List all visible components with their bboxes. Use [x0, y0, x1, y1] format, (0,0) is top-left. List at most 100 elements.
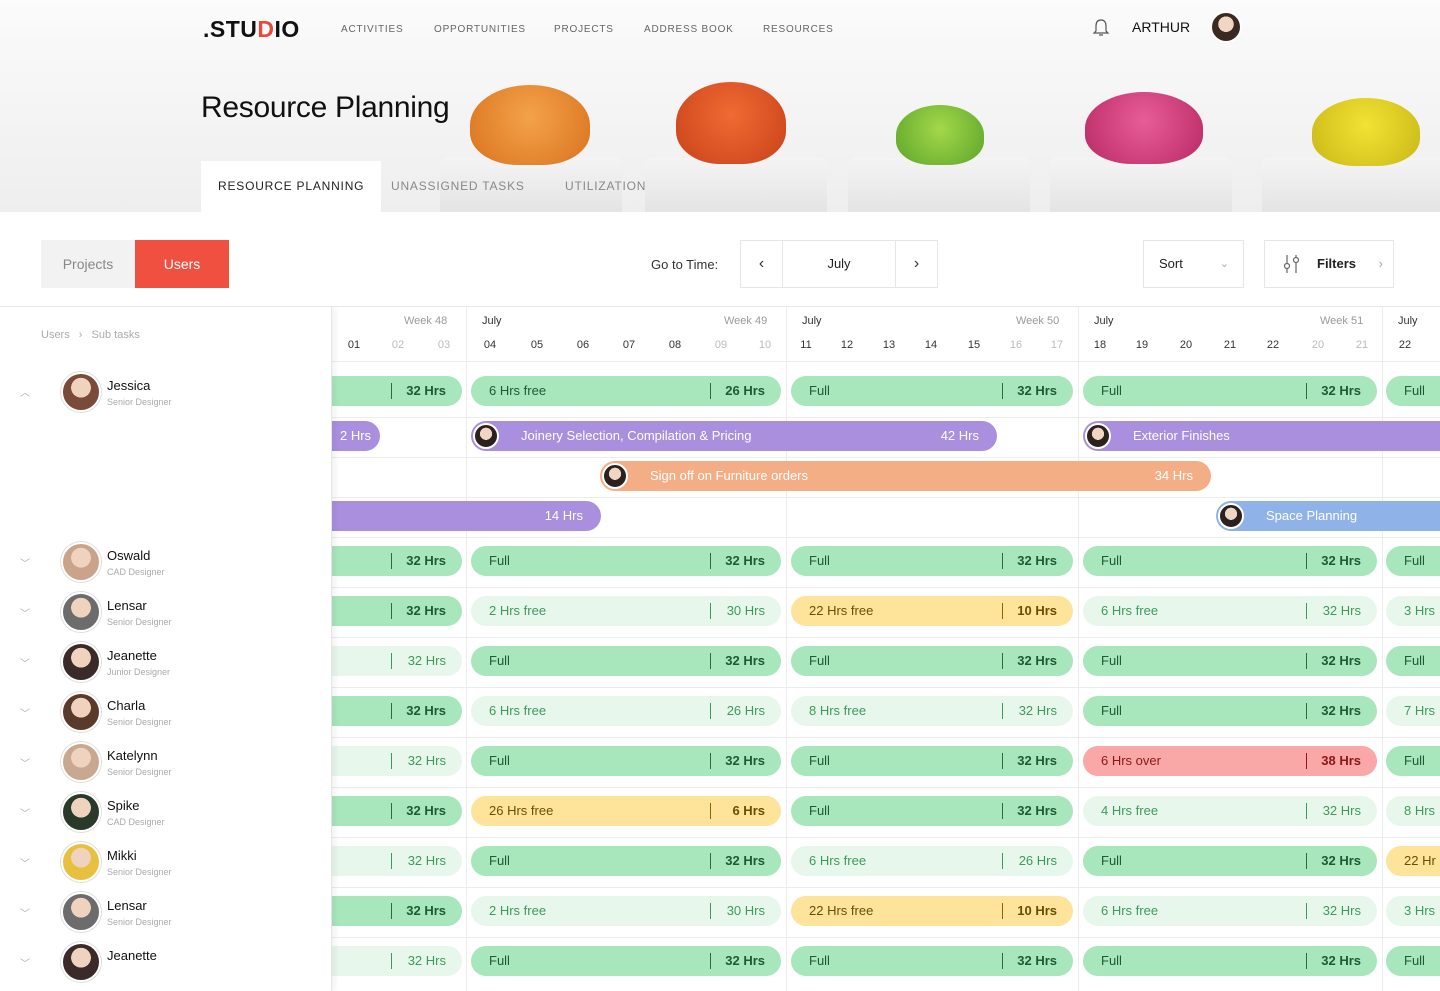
user-row[interactable]: ︿ Jessica Senior Designer — [0, 362, 332, 537]
current-month[interactable]: July — [827, 256, 851, 271]
chevron-up-icon[interactable]: ︿ — [20, 388, 30, 399]
day-label[interactable]: 22 — [1266, 339, 1280, 351]
next-month-button[interactable]: › — [895, 241, 937, 287]
user-row[interactable]: ﹀ Lensar Senior Designer — [0, 587, 332, 637]
chevron-down-icon[interactable]: ﹀ — [20, 909, 30, 920]
capacity-bar[interactable]: 22 Hrs free 10 Hrs — [791, 596, 1073, 626]
user-row[interactable]: ﹀ Katelynn Senior Designer — [0, 737, 332, 787]
capacity-bar[interactable]: 3 Hrs — [1386, 896, 1440, 926]
user-row[interactable]: ﹀ Mikki Senior Designer — [0, 837, 332, 887]
user-name[interactable]: Mikki — [107, 848, 137, 863]
capacity-bar[interactable]: Full 32 Hrs — [1083, 376, 1377, 406]
capacity-bar[interactable]: 6 Hrs free 32 Hrs — [1083, 896, 1377, 926]
capacity-bar[interactable]: Full 32 Hrs — [791, 376, 1073, 406]
capacity-bar[interactable]: 6 Hrs free 26 Hrs — [471, 696, 781, 726]
toggle-users[interactable]: Users — [135, 240, 229, 288]
subtask-bar[interactable]: Exterior Finishes — [1083, 421, 1440, 451]
user-name[interactable]: Oswald — [107, 548, 151, 563]
day-label[interactable]: 04 — [483, 339, 497, 351]
breadcrumb-users[interactable]: Users — [41, 329, 70, 341]
user-row[interactable]: ﹀ Charla Senior Designer — [0, 687, 332, 737]
subtask-bar[interactable]: Joinery Selection, Compilation & Pricing… — [471, 421, 997, 451]
day-label[interactable]: 15 — [967, 339, 981, 351]
chevron-down-icon[interactable]: ﹀ — [20, 859, 30, 870]
nav-address-book[interactable]: ADDRESS BOOK — [644, 24, 734, 35]
chevron-down-icon[interactable]: ﹀ — [20, 609, 30, 620]
capacity-bar[interactable]: 4 Hrs free 32 Hrs — [1083, 796, 1377, 826]
day-label[interactable]: 14 — [924, 339, 938, 351]
user-name[interactable]: Jeanette — [107, 948, 157, 963]
capacity-bar[interactable]: Full 32 Hrs — [471, 846, 781, 876]
day-label[interactable]: 12 — [840, 339, 854, 351]
capacity-bar[interactable]: 8 Hrs — [1386, 796, 1440, 826]
tab-resource-planning[interactable]: RESOURCE PLANNING — [201, 161, 382, 212]
user-name[interactable]: Jessica — [107, 378, 151, 393]
tab-utilization[interactable]: UTILIZATION — [565, 179, 647, 193]
capacity-bar[interactable]: Full 32 Hrs — [1083, 696, 1377, 726]
capacity-bar[interactable]: Full — [1386, 646, 1440, 676]
toggle-projects[interactable]: Projects — [41, 240, 135, 288]
capacity-bar[interactable]: 8 Hrs free 32 Hrs — [791, 696, 1073, 726]
day-label[interactable]: 05 — [530, 339, 544, 351]
capacity-bar[interactable]: Full 32 Hrs — [1083, 546, 1377, 576]
capacity-bar[interactable]: 22 Hr — [1386, 846, 1440, 876]
user-name[interactable]: Charla — [107, 698, 146, 713]
capacity-bar[interactable]: Full 32 Hrs — [471, 546, 781, 576]
user-name[interactable]: Lensar — [107, 598, 147, 613]
user-row[interactable]: ﹀ Oswald CAD Designer — [0, 537, 332, 587]
user-row[interactable]: ﹀ Jeanette — [0, 937, 332, 991]
capacity-bar[interactable]: Full 32 Hrs — [471, 946, 781, 976]
subtask-bar[interactable]: 14 Hrs — [300, 501, 601, 531]
capacity-bar[interactable]: 6 Hrs over 38 Hrs — [1083, 746, 1377, 776]
user-name[interactable]: Spike — [107, 798, 140, 813]
capacity-bar[interactable]: 3 Hrs — [1386, 596, 1440, 626]
day-label[interactable]: 07 — [622, 339, 636, 351]
capacity-bar[interactable]: Full 32 Hrs — [1083, 646, 1377, 676]
capacity-bar[interactable]: 7 Hrs — [1386, 696, 1440, 726]
day-label[interactable]: 09 — [714, 339, 728, 351]
subtask-bar[interactable]: Space Planning — [1216, 501, 1440, 531]
day-label[interactable]: 03 — [437, 339, 451, 351]
day-label[interactable]: 10 — [758, 339, 772, 351]
day-label[interactable]: 02 — [391, 339, 405, 351]
capacity-bar[interactable]: 6 Hrs free 32 Hrs — [1083, 596, 1377, 626]
capacity-bar[interactable]: Full 32 Hrs — [1083, 946, 1377, 976]
nav-resources[interactable]: RESOURCES — [763, 24, 834, 35]
day-label[interactable]: 01 — [347, 339, 361, 351]
capacity-bar[interactable]: Full 32 Hrs — [791, 946, 1073, 976]
capacity-bar[interactable]: 6 Hrs free 26 Hrs — [791, 846, 1073, 876]
capacity-bar[interactable]: 2 Hrs free 30 Hrs — [471, 596, 781, 626]
filters-button[interactable]: Filters › — [1264, 240, 1394, 288]
chevron-down-icon[interactable]: ﹀ — [20, 659, 30, 670]
capacity-bar[interactable]: Full 32 Hrs — [791, 646, 1073, 676]
day-label[interactable]: 17 — [1050, 339, 1064, 351]
chevron-down-icon[interactable]: ﹀ — [20, 959, 30, 970]
studio-logo[interactable]: .STUDIO — [203, 16, 300, 42]
capacity-bar[interactable]: Full 32 Hrs — [471, 646, 781, 676]
prev-month-button[interactable]: ‹ — [741, 241, 783, 287]
capacity-bar[interactable]: Full — [1386, 946, 1440, 976]
capacity-bar[interactable]: 26 Hrs free 6 Hrs — [471, 796, 781, 826]
user-row[interactable]: ﹀ Lensar Senior Designer — [0, 887, 332, 937]
user-name[interactable]: ARTHUR — [1132, 19, 1191, 35]
capacity-bar[interactable]: Full 32 Hrs — [791, 746, 1073, 776]
day-label[interactable]: 13 — [882, 339, 896, 351]
user-name[interactable]: Katelynn — [107, 748, 158, 763]
subtask-bar[interactable]: Sign off on Furniture orders 34 Hrs — [600, 461, 1211, 491]
day-label[interactable]: 16 — [1009, 339, 1023, 351]
day-label[interactable]: 18 — [1093, 339, 1107, 351]
breadcrumb-subtasks[interactable]: Sub tasks — [91, 329, 140, 341]
capacity-bar[interactable]: Full — [1386, 546, 1440, 576]
capacity-bar[interactable]: 22 Hrs free 10 Hrs — [791, 896, 1073, 926]
day-label[interactable]: 21 — [1355, 339, 1369, 351]
day-label[interactable]: 08 — [668, 339, 682, 351]
chevron-down-icon[interactable]: ﹀ — [20, 709, 30, 720]
nav-activities[interactable]: ACTIVITIES — [341, 24, 404, 35]
chevron-down-icon[interactable]: ﹀ — [20, 759, 30, 770]
capacity-bar[interactable]: Full 32 Hrs — [1083, 846, 1377, 876]
day-label[interactable]: 19 — [1135, 339, 1149, 351]
user-row[interactable]: ﹀ Jeanette Junior Designer — [0, 637, 332, 687]
capacity-bar[interactable]: Full 32 Hrs — [791, 796, 1073, 826]
bell-icon[interactable] — [1092, 18, 1110, 38]
capacity-bar[interactable]: Full — [1386, 746, 1440, 776]
